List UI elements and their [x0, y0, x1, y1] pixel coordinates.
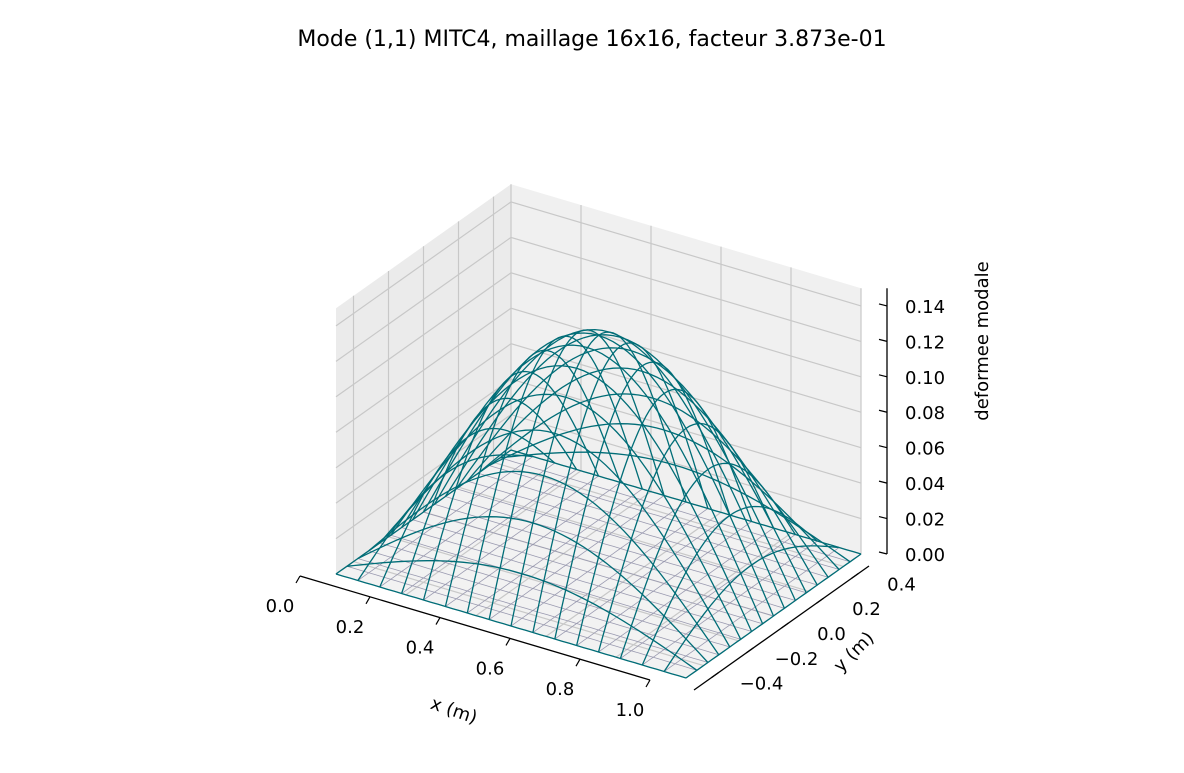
y-tick — [746, 647, 754, 654]
z-tick — [878, 445, 888, 449]
surface-line-y — [488, 423, 840, 570]
z-gridline — [335, 272, 862, 398]
z-gridline — [335, 378, 862, 504]
surface-line-y — [379, 429, 731, 648]
y-tick-label: −0.2 — [775, 649, 819, 670]
z-tick — [878, 338, 888, 342]
z-tick — [878, 374, 888, 378]
reference-line-y — [478, 472, 829, 578]
z-tick-label: 0.04 — [905, 474, 945, 495]
z-tick — [878, 303, 888, 307]
surface-line-y — [444, 334, 796, 601]
z-gridline — [335, 201, 862, 327]
x-axis-label: x (m) — [428, 693, 480, 728]
y-tick-label: 0.0 — [817, 624, 846, 645]
surface-line-y — [433, 328, 785, 609]
y-tick — [711, 672, 719, 679]
y-tick — [781, 622, 789, 629]
tick-marks — [295, 303, 888, 688]
z-gridline — [335, 307, 862, 433]
surface-line-y — [477, 393, 829, 578]
x-tick — [365, 596, 371, 605]
z-tick-label: 0.08 — [905, 403, 945, 424]
x-axis-line — [299, 575, 651, 681]
reference-line-y — [368, 550, 719, 656]
z-tick-label: 0.00 — [905, 545, 945, 566]
reference-line-y — [423, 511, 774, 617]
surface-line-y — [510, 449, 862, 555]
z-gridline — [335, 343, 862, 469]
surface-line-y — [412, 344, 764, 625]
y-tick — [851, 572, 859, 579]
back-wall-pane — [511, 184, 861, 554]
reference-line-y — [434, 503, 785, 609]
z-axis-label: deformee modale — [972, 261, 993, 420]
reference-line-y — [499, 457, 851, 563]
deformed-surface — [335, 328, 862, 679]
x-tick-label: 0.8 — [546, 679, 575, 700]
surface-line-y — [455, 347, 807, 594]
reference-line-y — [467, 480, 818, 586]
z-tick — [878, 409, 888, 413]
z-tick — [878, 480, 888, 484]
x-tick — [505, 638, 511, 646]
x-tick — [575, 658, 581, 667]
y-tick-label: 0.2 — [852, 599, 881, 620]
surface-line-y — [466, 367, 818, 586]
z-tick-label: 0.14 — [905, 297, 945, 318]
z-tick — [878, 551, 888, 555]
z-tick-label: 0.06 — [905, 439, 945, 460]
surface-line-y — [335, 573, 687, 679]
z-tick-label: 0.12 — [905, 332, 945, 353]
y-tick-label: 0.4 — [887, 574, 916, 595]
x-tick-label: 0.2 — [336, 617, 365, 638]
surface-line-y — [346, 560, 698, 671]
surface-line-y — [401, 365, 753, 632]
surface-line-y — [357, 516, 709, 663]
x-tick-label: 0.0 — [266, 596, 295, 617]
x-tick-label: 1.0 — [616, 700, 645, 721]
y-tick-label: −0.4 — [740, 674, 784, 695]
x-tick — [435, 617, 441, 625]
y-tick — [816, 597, 824, 604]
z-tick — [878, 515, 888, 520]
z-gridline — [335, 236, 862, 362]
chart-title: Mode (1,1) MITC4, maillage 16x16, facteu… — [297, 27, 886, 52]
x-tick-label: 0.4 — [406, 638, 435, 659]
z-tick-label: 0.10 — [905, 368, 945, 389]
reference-line-y — [445, 496, 796, 601]
x-tick — [295, 575, 301, 584]
x-tick-label: 0.6 — [476, 658, 505, 679]
reference-line-y — [412, 519, 763, 625]
reference-line-y — [357, 558, 709, 663]
reference-line-y — [488, 465, 840, 570]
surface-line-y — [500, 451, 851, 563]
x-tick — [645, 679, 651, 688]
z-tick-label: 0.02 — [905, 510, 945, 531]
